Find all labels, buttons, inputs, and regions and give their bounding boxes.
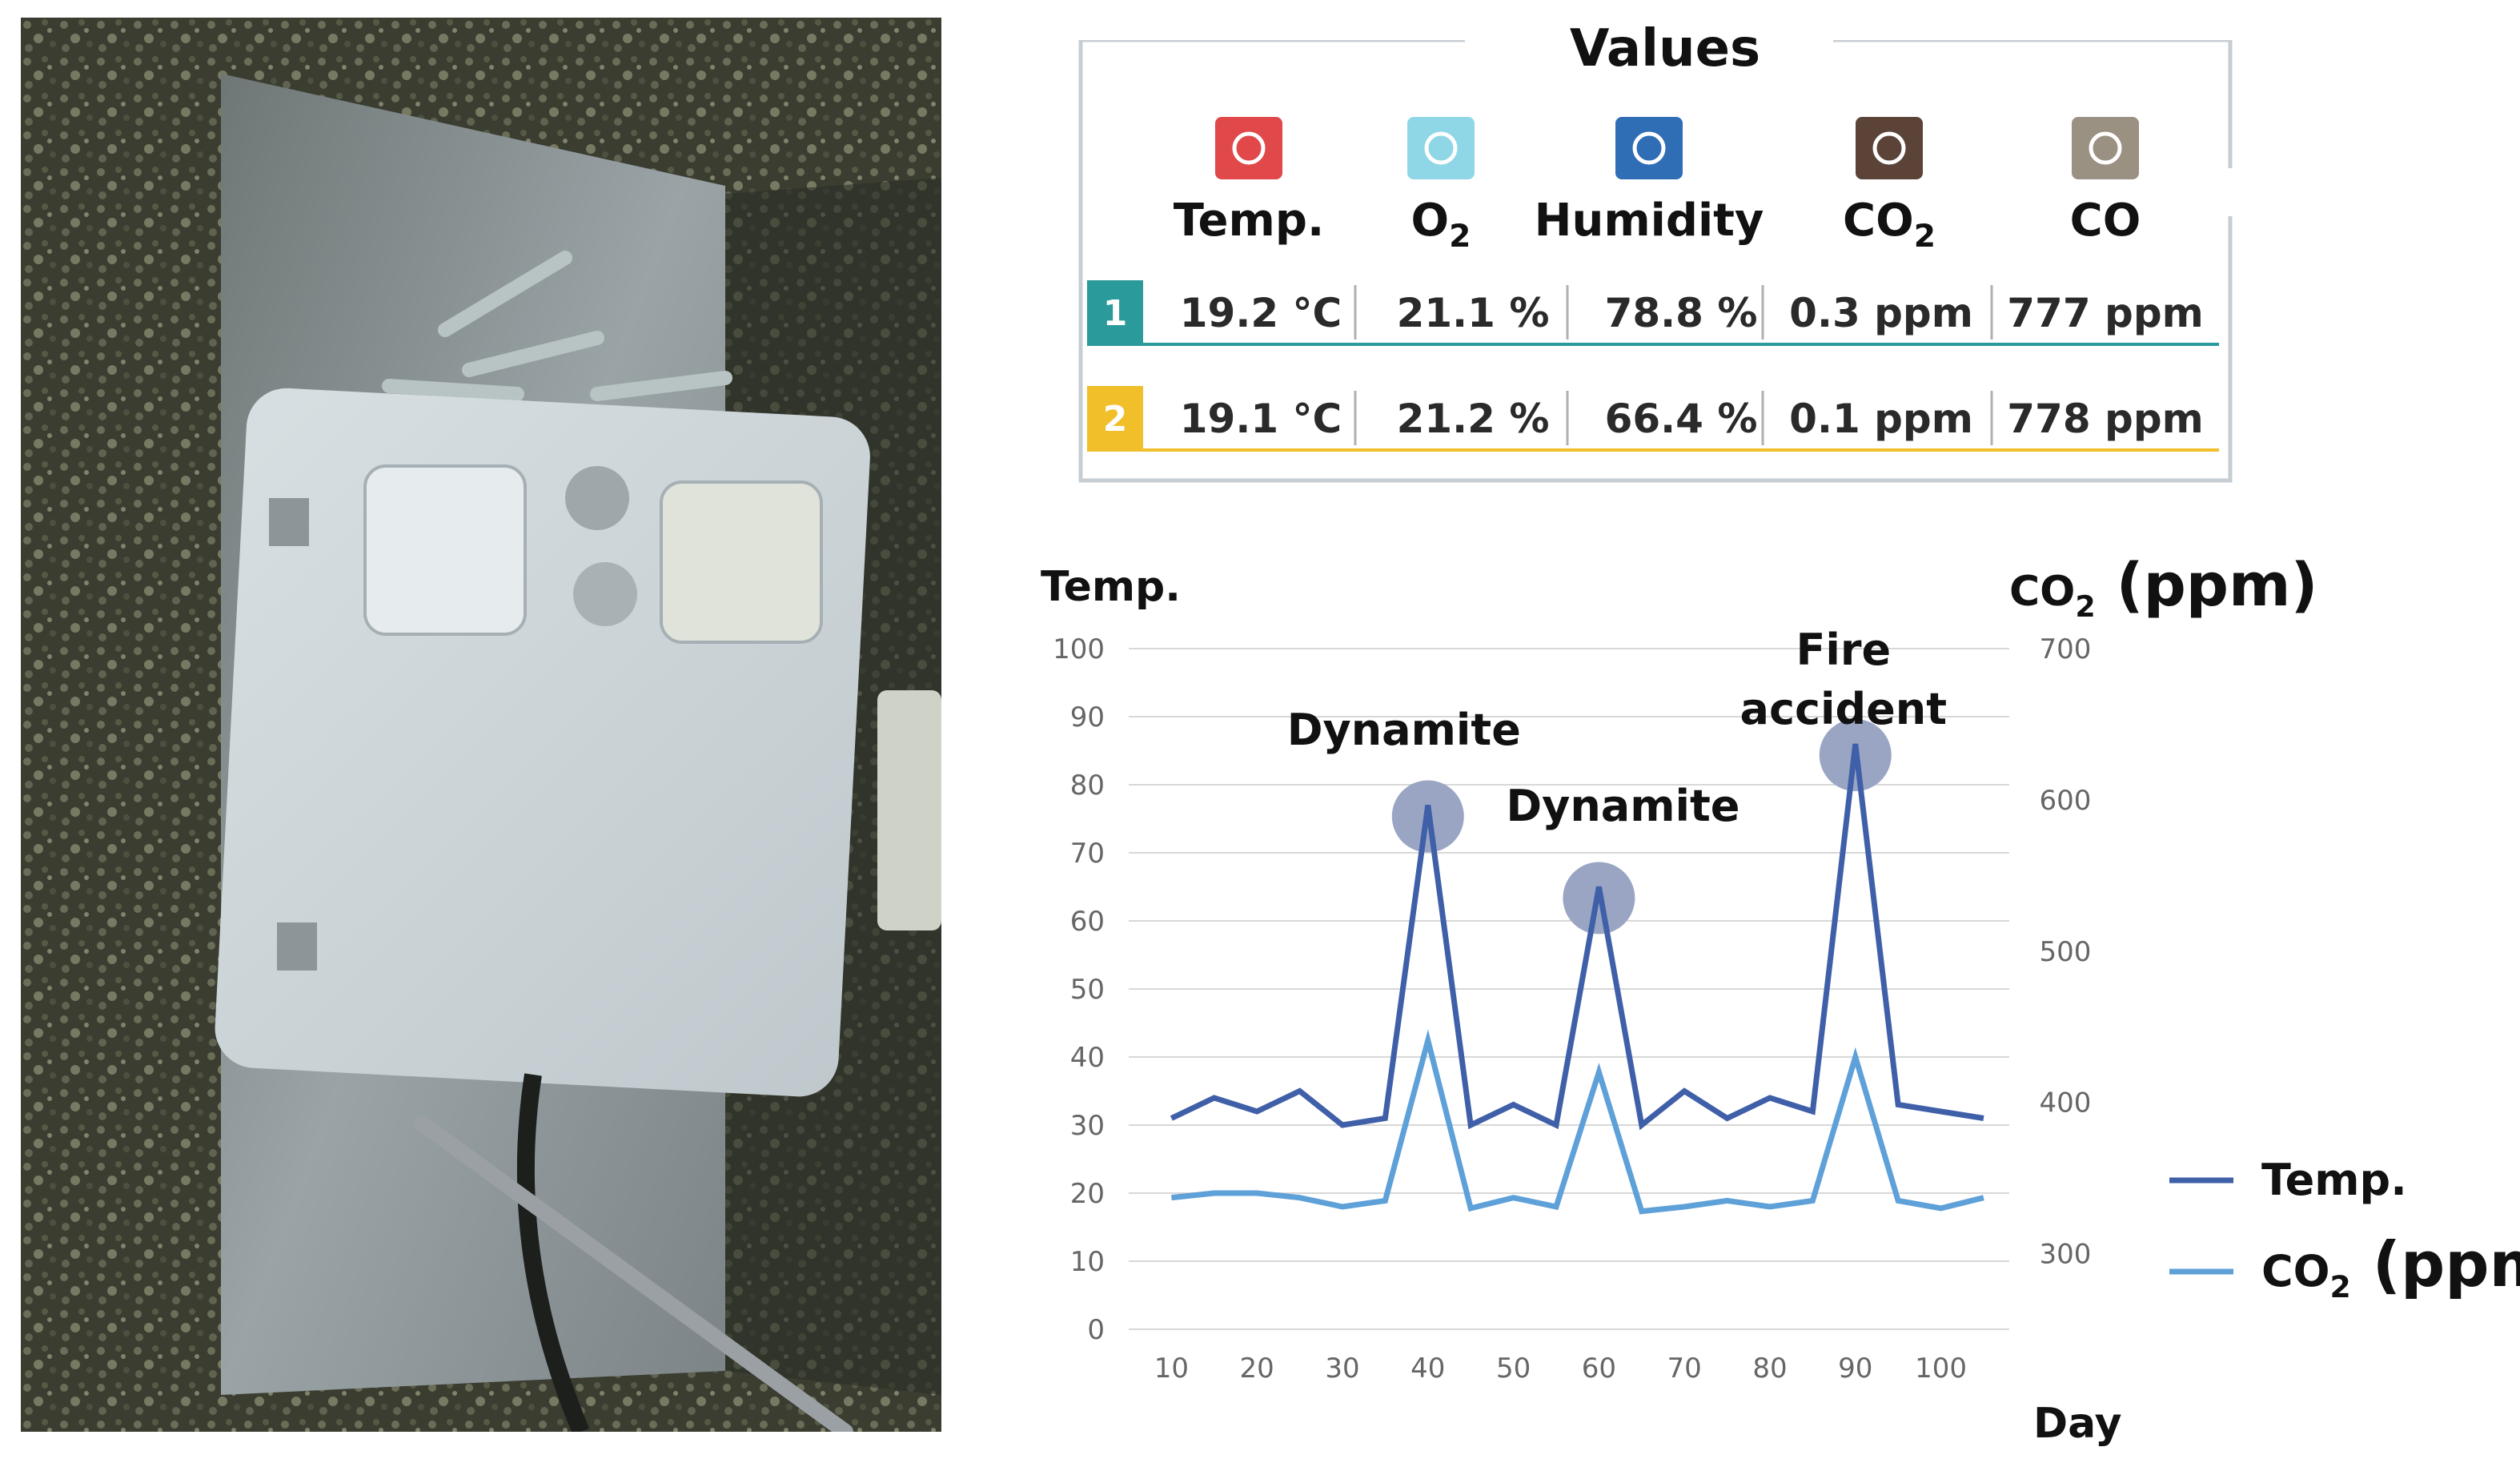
y-left-tick-label: 100 (1053, 633, 1105, 665)
y-right-tick-label: 600 (2040, 785, 2092, 817)
cell-value: 21.1 % (1397, 290, 1550, 336)
x-tick-label: 90 (1838, 1352, 1872, 1385)
column-header: Temp. (1174, 195, 1324, 247)
x-tick-label: 100 (1915, 1352, 1967, 1385)
y-left-axis-label: Temp. (1041, 563, 1181, 611)
series-line (1170, 743, 1984, 1131)
cell-value: 21.2 % (1397, 396, 1550, 442)
table-row: 2 19.1 °C 21.2 % 66.4 % 0.1 ppm 778 ppm (1087, 386, 2219, 452)
co-icon (2072, 117, 2139, 179)
y-right-tick-label: 700 (2040, 633, 2092, 665)
y-left-tick-label: 20 (1070, 1178, 1105, 1210)
cell-value: 777 ppm (2007, 290, 2203, 336)
x-tick-label: 10 (1154, 1352, 1189, 1385)
y-right-axis-label: CO2 (ppm) (2009, 553, 2318, 624)
sensor-device-photo (21, 18, 941, 1432)
cell-value: 778 ppm (2007, 396, 2203, 442)
x-axis-label: Day (2033, 1400, 2122, 1448)
annotation-label: Dynamite (1506, 781, 1740, 831)
y-right-tick-label: 300 (2040, 1239, 2092, 1271)
y-right-tick-label: 400 (2040, 1087, 2092, 1119)
cell-value: 0.3 ppm (1789, 290, 1973, 336)
x-tick-label: 20 (1240, 1352, 1274, 1385)
row-badge (1087, 386, 1143, 448)
x-tick-label: 30 (1325, 1352, 1359, 1385)
annotation-label: Fire accident (1740, 625, 1948, 734)
y-left-tick-label: 90 (1070, 701, 1105, 734)
x-tick-label: 40 (1410, 1352, 1445, 1385)
water-drop-icon (1615, 117, 1683, 179)
thermometer-icon (1215, 117, 1282, 179)
y-left-tick-label: 40 (1070, 1042, 1105, 1074)
legend-label: CO2 (ppm) (2261, 1229, 2520, 1304)
y-left-tick-label: 30 (1070, 1110, 1105, 1142)
header-row: Temp. O2 Humidity CO2 CO (1174, 195, 2141, 255)
line-chart: 0 10 20 30 40 50 60 70 80 90 100 300 400 500 600 700 10 2… (1041, 553, 2520, 1448)
panel-title: Values (1569, 19, 1761, 78)
x-tick-label: 70 (1667, 1352, 1702, 1385)
data-rows: 1 19.2 °C 21.1 % 78.8 % 0.3 ppm 777 ppm 2 19.1 … (1087, 280, 2219, 452)
x-tick-label: 80 (1752, 1352, 1787, 1385)
x-tick-label: 50 (1496, 1352, 1531, 1385)
cell-value: 78.8 % (1605, 290, 1758, 336)
legend: Temp. CO2 (ppm) (2169, 1155, 2520, 1304)
table-row: 1 19.2 °C 21.1 % 78.8 % 0.3 ppm 777 ppm (1087, 280, 2219, 346)
y-left-tick-label: 60 (1070, 906, 1105, 938)
y-left-tick-label: 80 (1070, 770, 1105, 802)
annotation-label: Dynamite (1287, 705, 1521, 755)
x-tick-label: 60 (1582, 1352, 1616, 1385)
values-panel: Temp. O2 Humidity CO2 CO 1 19.2 °C 21.1 % 78.8 … (1078, 40, 2233, 483)
y-left-tick-label: 70 (1070, 838, 1105, 870)
legend-label: Temp. (2261, 1155, 2407, 1205)
cell-value: 66.4 % (1605, 396, 1758, 442)
row-badge (1087, 280, 1143, 343)
cell-value: 0.1 ppm (1789, 396, 1973, 442)
column-header: CO (2070, 195, 2141, 247)
cell-value: 19.1 °C (1180, 396, 1342, 442)
y-left-tick-label: 0 (1087, 1314, 1105, 1346)
column-header: Humidity (1535, 195, 1764, 247)
cell-value: 19.2 °C (1180, 290, 1342, 336)
series-line (1171, 1029, 1984, 1215)
row-id: 1 (1103, 293, 1128, 334)
row-id: 2 (1103, 399, 1128, 440)
y-right-tick-label: 500 (2040, 936, 2092, 968)
y-left-tick-label: 50 (1070, 974, 1105, 1006)
co2-icon (1856, 117, 1923, 179)
y-left-tick-label: 10 (1070, 1246, 1105, 1278)
icon-row (1215, 117, 2139, 179)
oxygen-icon (1407, 117, 1475, 179)
